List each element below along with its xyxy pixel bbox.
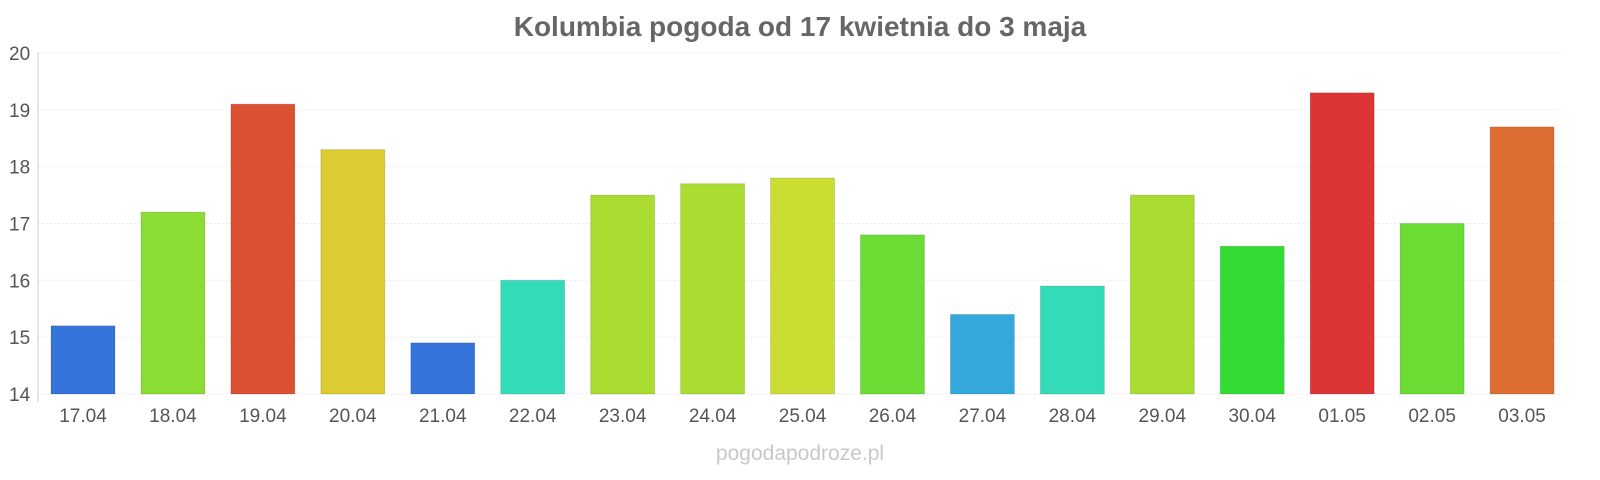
x-tick-label: 25.04 <box>779 406 827 427</box>
bar-01.05 <box>1309 92 1375 395</box>
x-tick-label: 03.05 <box>1498 406 1546 427</box>
bar-29.04 <box>1129 194 1195 395</box>
bar-18.04 <box>140 211 206 395</box>
x-tick-label: 19.04 <box>239 406 287 427</box>
x-tick-label: 29.04 <box>1139 406 1187 427</box>
bar-26.04 <box>859 234 925 395</box>
bar-25.04 <box>770 177 836 395</box>
bar-21.04 <box>410 342 476 395</box>
y-axis-ticks: 14 15 16 17 18 19 20 <box>9 44 31 406</box>
bars <box>50 92 1555 395</box>
x-axis-ticks: 17.04 18.04 19.04 20.04 21.04 22.04 23.04 24.04… <box>59 406 1546 427</box>
x-tick-label: 28.04 <box>1049 406 1097 427</box>
bar-27.04 <box>949 313 1015 395</box>
bar-20.04 <box>320 149 386 395</box>
y-tick-label: 16 <box>9 271 30 292</box>
bar-24.04 <box>680 183 746 395</box>
x-tick-label: 24.04 <box>689 406 737 427</box>
y-tick-label: 19 <box>9 101 30 122</box>
bar-02.05 <box>1399 223 1465 395</box>
x-tick-label: 21.04 <box>419 406 467 427</box>
chart-title: Kolumbia pogoda od 17 kwietnia do 3 maja <box>514 11 1087 42</box>
y-tick-label: 18 <box>9 158 30 179</box>
y-tick-label: 20 <box>9 44 30 65</box>
y-tick-label: 14 <box>9 385 31 406</box>
x-tick-label: 22.04 <box>509 406 557 427</box>
y-tick-label: 17 <box>9 215 30 236</box>
y-tick-label: 15 <box>9 328 30 349</box>
x-tick-label: 01.05 <box>1318 406 1366 427</box>
bar-30.04 <box>1219 245 1285 395</box>
bar-22.04 <box>500 279 566 395</box>
bar-28.04 <box>1039 285 1105 395</box>
bar-19.04 <box>230 103 296 395</box>
watermark: pogodapodroze.pl <box>716 442 884 465</box>
bar-03.05 <box>1489 126 1555 395</box>
x-tick-label: 26.04 <box>869 406 917 427</box>
x-tick-label: 18.04 <box>149 406 197 427</box>
x-tick-label: 23.04 <box>599 406 647 427</box>
bar-23.04 <box>590 194 656 395</box>
x-tick-label: 02.05 <box>1408 406 1456 427</box>
x-tick-label: 30.04 <box>1228 406 1276 427</box>
x-tick-label: 17.04 <box>59 406 107 427</box>
bar-17.04 <box>50 325 116 395</box>
x-tick-label: 27.04 <box>959 406 1007 427</box>
x-tick-label: 20.04 <box>329 406 377 427</box>
